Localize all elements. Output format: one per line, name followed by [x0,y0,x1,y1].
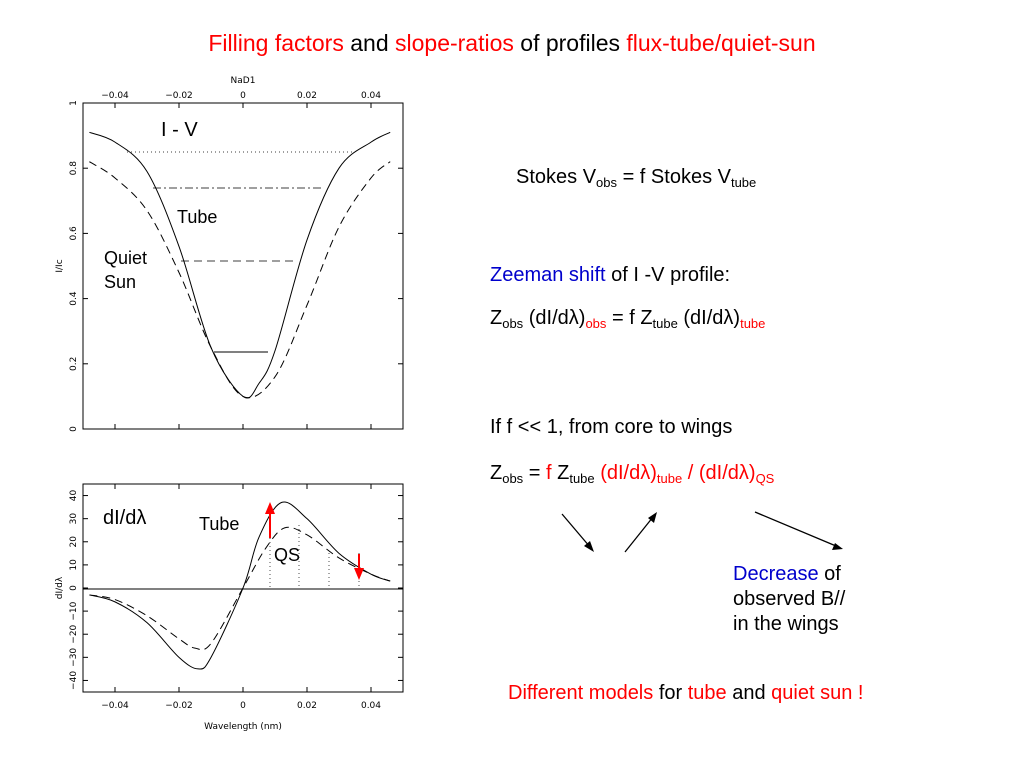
top-plot-x-ticks: −0.04 −0.02 0 0.02 0.04 [101,91,381,429]
bottom-y-tick-label: 20 [69,536,79,548]
title-filling-factors: Filling factors [208,30,344,56]
models-c: tube [687,682,727,704]
top-plot-ylabel: I/Ic [55,259,65,272]
title-and: and [343,30,395,56]
bottom-y-tick-label: 10 [69,559,79,571]
z2-d2-sub: QS [755,471,775,486]
if-line: If f << 1, from core to wings [490,416,733,438]
zeeman-heading: Zeeman shift of I -V profile: [490,264,730,287]
z2: Z [490,462,503,484]
bottom-y-tick-label: −40 [69,671,79,690]
models-b: for [653,682,688,704]
label-qs: QS [274,545,300,565]
top-plot-title: NaD1 [231,76,256,86]
series-tube-line [89,131,391,399]
z2-slash: / (dI/dλ) [682,462,756,484]
z2-f: f [545,462,552,484]
z2-zt: Z [551,462,570,484]
series-quiet-sun-line [89,161,391,399]
label-di-dlambda: dI/dλ [103,507,146,529]
slide-title: Filling factors and slope-ratios of prof… [0,30,1024,57]
top-y-tick-label: 0.4 [69,291,79,306]
z1-end: (dI/dλ) [677,307,741,329]
z2-zt-sub: tube [569,471,595,486]
zeeman-rest: of I -V profile: [605,264,731,286]
bottom-x-tick-label: 0 [240,701,246,711]
z2-sub: obs [502,471,524,486]
models-d: and [726,682,772,704]
label-i-minus-v: I - V [161,119,198,141]
top-plot-y-ticks: 0 0.2 0.4 0.6 0.8 1 [69,100,403,432]
bottom-plot-curves [89,501,391,670]
top-x-tick-label: 0.04 [361,91,381,101]
z2-d1-sub: tube [656,471,683,486]
stokes-obs-sub: obs [596,175,618,190]
decrease-note: Decrease of observed B// in the wings [733,562,845,637]
bottom-y-tick-label: −10 [69,601,79,620]
z2-d1: (dI/dλ) [594,462,657,484]
arrow-up-right [624,512,657,553]
top-y-tick-label: 1 [69,100,79,106]
top-x-tick-label: 0 [240,91,246,101]
top-y-tick-label: 0.6 [69,226,79,241]
z1-eq: = f Z [606,307,653,329]
arrow-long-right [754,511,843,550]
decrease-of: of [818,563,841,585]
bottom-y-tick-label: −30 [69,648,79,667]
bottom-plot-xlabel: Wavelength (nm) [204,722,282,732]
models-note: Different models for tube and quiet sun … [508,682,863,705]
bottom-y-tick-label: 30 [69,513,79,525]
title-slope-ratios: slope-ratios [395,30,514,56]
z1-mid: (dI/dλ) [523,307,586,329]
zobs-relation-2: Zobs = f Ztube (dI/dλ)tube / (dI/dλ)QS [490,462,774,485]
z2-eq: = [523,462,546,484]
bottom-x-tick-label: 0.02 [297,701,317,711]
top-x-tick-label: −0.04 [101,91,129,101]
models-e: quiet sun ! [771,682,864,704]
bottom-x-tick-label: −0.04 [101,701,129,711]
z1: Z [490,307,503,329]
bottom-y-tick-label: 0 [69,585,79,591]
series-qs-line [89,526,391,651]
models-a: Different models [508,682,654,704]
red-arrow-up [265,502,275,538]
z1-eq-sub: tube [652,316,678,331]
plots-figure: NaD1 I/Ic −0.04 −0.02 0 0.02 0.04 0 0.2 0.4 0.6… [55,76,404,732]
title-flux-tube: flux-tube/quiet-sun [626,30,816,56]
stokes-tube-sub: tube [730,175,757,190]
top-y-tick-label: 0.2 [69,357,79,371]
z1-mid-sub: obs [585,316,607,331]
z1-sub: obs [502,316,524,331]
zobs-relation-1: Zobs (dI/dλ)obs = f Ztube (dI/dλ)tube [490,307,765,330]
stokes-v: Stokes V [516,166,597,188]
bottom-plot-y-ticks: −40 −30 −20 −10 0 10 20 30 40 [69,490,403,690]
bottom-x-tick-label: −0.02 [165,701,193,711]
top-y-tick-label: 0.8 [69,161,79,176]
bottom-plot-ylabel: dI/dλ [55,576,65,599]
decrease-line3: in the wings [733,613,839,635]
decrease-word: Decrease [733,563,819,585]
stokes-eq: = f Stokes V [617,166,731,188]
label-quiet: Quiet [104,248,147,268]
top-plot-curves [89,131,391,399]
label-tube-bottom: Tube [199,514,239,534]
arrows-diagram [561,511,843,553]
arrow-down-right [561,513,594,552]
label-sun: Sun [104,272,136,292]
decrease-line2: observed B// [733,588,846,610]
title-of-profiles: of profiles [513,30,627,56]
top-y-tick-label: 0 [69,426,79,432]
bottom-plot-x-ticks: −0.04 −0.02 0 0.02 0.04 [101,484,381,711]
label-tube-top: Tube [177,207,217,227]
stokes-relation: Stokes Vobs = f Stokes Vtube [516,166,756,189]
bottom-y-tick-label: −20 [69,624,79,643]
bottom-x-tick-label: 0.04 [361,701,381,711]
z1-end-sub: tube [740,316,766,331]
zeeman-shift: Zeeman shift [490,264,606,286]
top-x-tick-label: 0.02 [297,91,317,101]
bottom-y-tick-label: 40 [69,490,79,502]
top-x-tick-label: −0.02 [165,91,193,101]
red-arrow-down [354,554,364,580]
